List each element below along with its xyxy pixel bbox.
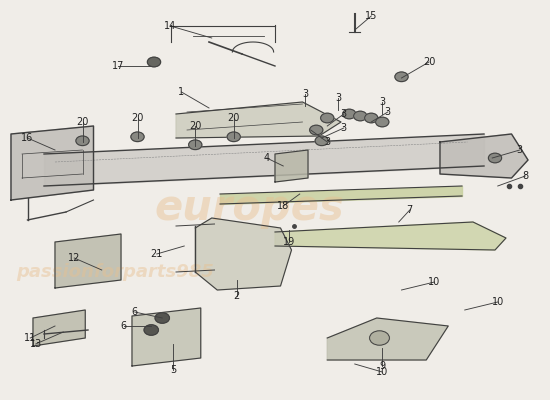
Circle shape (131, 132, 144, 142)
Circle shape (321, 113, 334, 123)
Text: 11: 11 (24, 333, 36, 343)
Text: 3: 3 (324, 137, 331, 147)
Circle shape (227, 132, 240, 142)
Polygon shape (11, 126, 94, 200)
Text: 21: 21 (151, 249, 163, 259)
Text: 18: 18 (277, 201, 289, 211)
Text: passionforparts985: passionforparts985 (16, 263, 214, 281)
Text: 7: 7 (406, 205, 413, 215)
Text: 20: 20 (228, 113, 240, 123)
Circle shape (310, 125, 323, 135)
Circle shape (365, 113, 378, 123)
Circle shape (395, 72, 408, 82)
Text: 12: 12 (68, 253, 80, 263)
Text: 10: 10 (428, 277, 441, 287)
Circle shape (144, 325, 158, 335)
Circle shape (147, 57, 161, 67)
Text: 13: 13 (30, 339, 42, 349)
Circle shape (343, 109, 356, 119)
Text: europes: europes (154, 187, 344, 229)
Circle shape (488, 153, 502, 163)
Text: 3: 3 (516, 145, 523, 155)
Text: 10: 10 (376, 367, 388, 377)
Text: 3: 3 (384, 107, 391, 117)
Text: 4: 4 (263, 153, 270, 163)
Polygon shape (132, 308, 201, 366)
Text: 15: 15 (365, 11, 377, 21)
Text: 8: 8 (522, 171, 529, 181)
Text: 14: 14 (164, 21, 177, 31)
Polygon shape (440, 134, 528, 178)
Text: 20: 20 (131, 113, 144, 123)
Circle shape (155, 313, 169, 323)
Text: 3: 3 (340, 123, 347, 133)
Text: 3: 3 (379, 97, 386, 107)
Text: 6: 6 (131, 307, 138, 317)
Polygon shape (176, 102, 341, 138)
Polygon shape (195, 218, 292, 290)
Text: 3: 3 (302, 89, 309, 99)
Text: 2: 2 (233, 291, 240, 301)
Polygon shape (275, 222, 506, 250)
Polygon shape (327, 318, 448, 360)
Text: 10: 10 (492, 297, 504, 307)
Text: 19: 19 (283, 237, 295, 247)
Circle shape (376, 117, 389, 127)
Text: 9: 9 (379, 361, 386, 371)
Text: 5: 5 (170, 365, 177, 375)
Text: 20: 20 (189, 121, 201, 131)
Text: 20: 20 (76, 117, 89, 127)
Text: 3: 3 (340, 109, 347, 119)
Text: 17: 17 (112, 61, 124, 71)
Text: 16: 16 (21, 133, 34, 143)
Text: 6: 6 (120, 321, 127, 331)
Circle shape (76, 136, 89, 146)
Circle shape (315, 136, 328, 146)
Text: 1: 1 (178, 87, 185, 97)
Text: 20: 20 (423, 57, 435, 67)
Polygon shape (33, 310, 85, 346)
Circle shape (370, 331, 389, 345)
Text: 3: 3 (335, 93, 342, 103)
Polygon shape (275, 150, 308, 182)
Circle shape (354, 111, 367, 121)
Polygon shape (55, 234, 121, 288)
Circle shape (189, 140, 202, 150)
